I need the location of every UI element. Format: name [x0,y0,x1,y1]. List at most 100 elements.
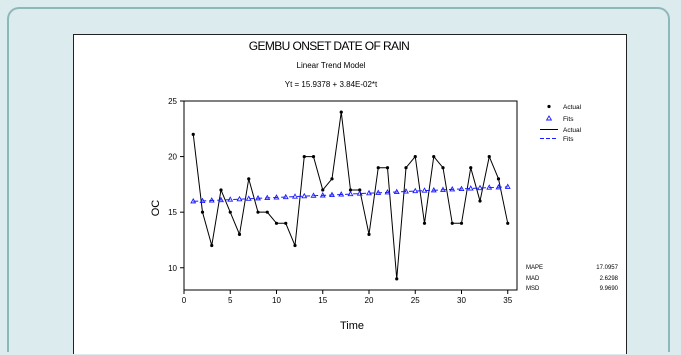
actual-point [469,166,473,170]
y-axis-label: OC [150,200,162,217]
x-axis-label: Time [340,320,364,332]
fits-point [292,193,298,199]
fits-point [477,184,483,191]
legend-actual-symbol [547,104,551,109]
actual-point [330,177,334,181]
fits-point [421,187,428,193]
actual-point [404,166,408,170]
x-tick-label: 5 [228,296,233,305]
actual-point [413,154,417,159]
fits-point [403,188,409,194]
fits-point [190,197,197,204]
actual-point [256,210,260,214]
fits-point [412,187,419,194]
fits-point [227,196,234,202]
y-tick-label: 10 [168,264,177,273]
legend-label: Actual [563,127,582,134]
fits-point [255,194,261,201]
fits-point [301,192,308,199]
actual-point [339,110,343,114]
fits-point [467,185,474,191]
fits-line [193,186,508,202]
actual-point [284,221,288,225]
figure-frame: GEMBU ONSET DATE OF RAIN Linear Trend Mo… [7,7,670,354]
actual-point [247,177,251,181]
accuracy-label: MAPE [526,265,543,271]
fits-point [375,189,382,195]
accuracy-value: 17.0957 [596,265,618,271]
fits-point [449,186,456,192]
actual-point [432,154,436,159]
actual-point [496,177,501,181]
x-tick-label: 20 [365,296,374,305]
plot-area [183,100,518,291]
fits-point [282,193,289,200]
actual-point [200,210,205,214]
fits-point [218,196,224,203]
legend-fits-symbol [545,115,553,121]
actual-point [441,166,445,170]
actual-point [321,188,325,192]
fits-point [366,189,372,196]
actual-point [191,132,195,136]
legend-label: Fits [563,116,574,123]
accuracy-value: 2.6298 [600,276,619,282]
fits-point [393,188,400,194]
y-tick-label: 20 [168,153,177,162]
x-tick-label: 30 [457,296,466,305]
x-tick-label: 35 [503,296,512,305]
x-tick-label: 10 [272,296,281,305]
chart-title: GEMBU ONSET DATE OF RAIN [249,39,410,53]
fits-point [430,186,437,193]
accuracy-label: MAD [526,276,540,282]
plot-window: GEMBU ONSET DATE OF RAIN Linear Trend Mo… [73,34,627,354]
fits-point [236,195,243,202]
trend-equation: Yt = 15.9378 + 3.84E-02*t [285,80,378,89]
fits-point [504,183,511,189]
fits-point [356,190,363,196]
accuracy-value: 9.9690 [600,286,619,292]
actual-point [311,154,316,159]
chart-subtitle: Linear Trend Model [297,61,366,70]
actual-point [265,210,269,214]
actual-point [237,232,242,237]
actual-point [422,221,427,225]
x-tick-label: 15 [318,296,327,305]
legend-label: Fits [563,136,574,143]
actual-point [274,221,279,225]
fits-point [273,194,280,200]
fits-point [486,184,493,190]
actual-point [219,188,223,192]
y-tick-label: 15 [168,208,177,217]
fits-point [495,183,502,190]
actual-point [302,154,306,159]
actual-point [459,221,464,225]
actual-point [367,232,371,237]
actual-point [487,154,491,159]
actual-point [348,188,353,192]
accuracy-label: MSD [526,286,540,292]
actual-point [395,277,399,281]
fits-point [458,185,465,191]
fits-point [329,191,335,197]
x-tick-label: 0 [182,296,187,305]
fits-point [264,194,271,200]
actual-point [228,210,232,214]
actual-point [210,243,214,248]
fits-point [310,192,317,198]
fits-point [199,197,206,203]
actual-point [376,166,380,170]
fits-point [440,186,446,192]
actual-point [478,199,482,203]
actual-point [385,166,390,170]
fits-point [245,195,252,201]
actual-point [293,243,297,248]
fits-point [208,197,215,203]
fits-point [338,191,345,197]
legend-label: Actual [563,104,582,111]
actual-point [506,221,510,225]
fits-point [347,190,354,197]
x-tick-label: 25 [411,296,420,305]
actual-point [358,188,362,192]
fits-point [319,192,326,198]
